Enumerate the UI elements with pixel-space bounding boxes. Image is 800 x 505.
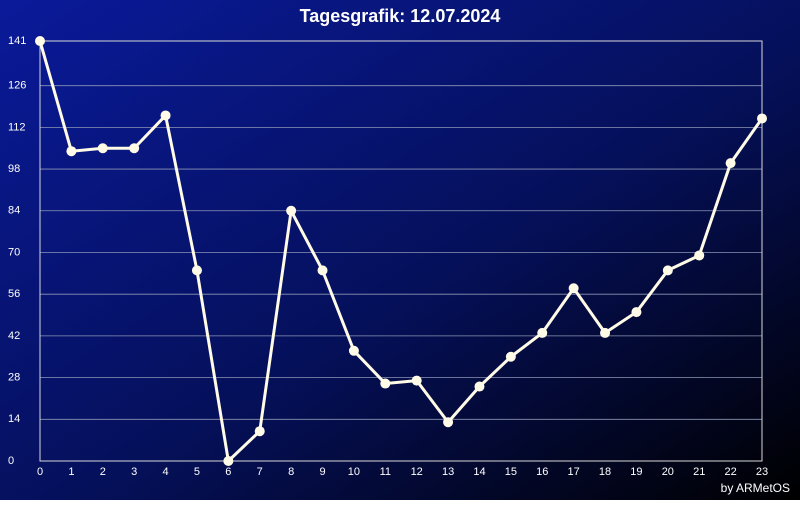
point [474, 381, 485, 392]
point [286, 205, 297, 216]
point [254, 426, 265, 437]
x-tick-label: 5 [194, 466, 200, 478]
x-tick-label: 3 [131, 466, 137, 478]
y-tick-label: 98 [8, 163, 20, 175]
point [66, 146, 77, 157]
x-tick-label: 22 [724, 466, 736, 478]
y-tick-label: 112 [8, 121, 26, 133]
point [348, 345, 359, 356]
x-tick-label: 13 [442, 466, 454, 478]
x-tick-label: 9 [319, 466, 325, 478]
x-tick-label: 0 [37, 466, 43, 478]
x-tick-label: 12 [411, 466, 423, 478]
point [129, 143, 140, 154]
y-tick-label: 126 [8, 80, 26, 92]
point [380, 378, 391, 389]
y-tick-label: 141 [8, 35, 26, 47]
point [317, 265, 328, 276]
point [223, 456, 234, 466]
point [757, 113, 767, 124]
x-tick-label: 10 [348, 466, 360, 478]
line [38, 40, 764, 463]
x-tick-label: 16 [536, 466, 548, 478]
x-tick-label: 19 [630, 466, 642, 478]
point [35, 36, 45, 46]
x-tick-label: 1 [68, 466, 74, 478]
point [662, 265, 673, 276]
point [505, 351, 516, 362]
x-tick-label: 11 [380, 466, 391, 478]
y-tick-label: 0 [8, 455, 14, 467]
x-tick-label: 21 [693, 466, 705, 478]
y-tick-label: 56 [8, 288, 20, 300]
point [97, 143, 108, 154]
point [694, 250, 705, 261]
x-tick-label: 23 [756, 466, 768, 478]
plot [35, 36, 767, 466]
y-tick-label: 70 [8, 246, 20, 258]
point [631, 307, 642, 318]
x-tick-label: 15 [505, 466, 517, 478]
plot-frame [39, 40, 763, 462]
point [600, 327, 611, 338]
point [725, 158, 736, 169]
x-tick-label: 14 [473, 466, 485, 478]
x-tick-label: 4 [163, 466, 169, 478]
x-tick-label: 6 [225, 466, 231, 478]
point [568, 283, 579, 294]
y-tick-label: 28 [8, 372, 20, 384]
point [537, 327, 548, 338]
x-tick-label: 18 [599, 466, 611, 478]
x-tick-label: 17 [568, 466, 580, 478]
point [443, 417, 454, 428]
x-tick-label: 2 [100, 466, 106, 478]
x-tick-label: 8 [288, 466, 294, 478]
y-tick-label: 14 [8, 413, 20, 425]
credit: by ARMetOS [721, 481, 790, 495]
chart-title: Tagesgrafik: 12.07.2024 [300, 6, 501, 26]
y-tick-label: 84 [8, 205, 20, 217]
point [160, 110, 171, 121]
x-tick-label: 20 [662, 466, 674, 478]
point [191, 265, 202, 276]
point [411, 375, 422, 386]
x-tick-label: 7 [257, 466, 263, 478]
y-tick-label: 42 [8, 330, 20, 342]
